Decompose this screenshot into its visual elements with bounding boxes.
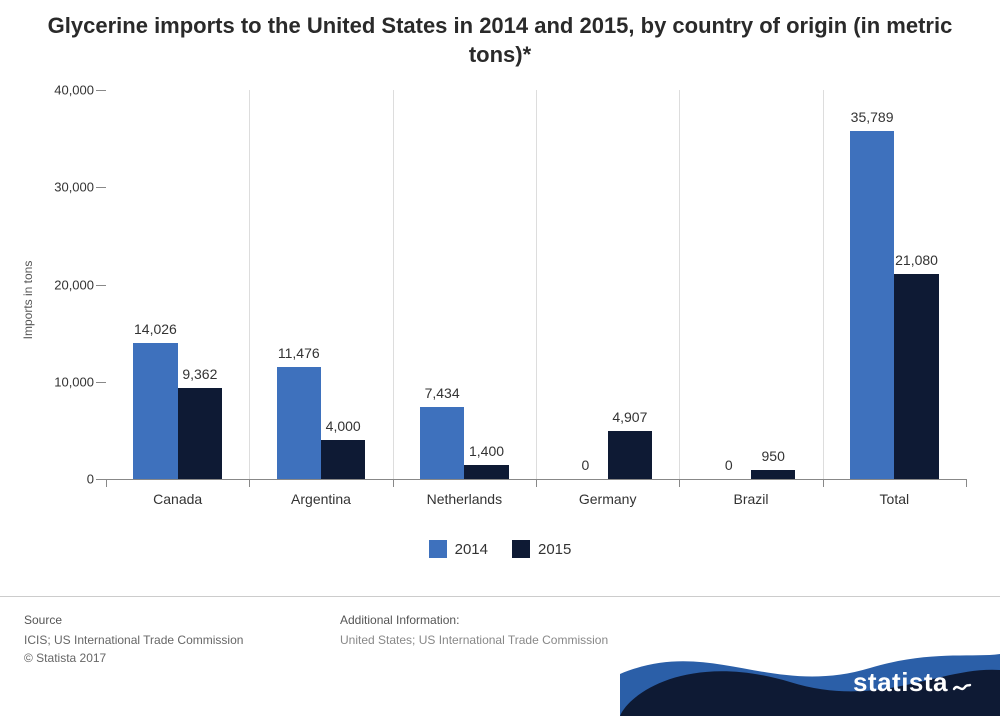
- bar: 9,362: [178, 388, 222, 479]
- source-header: Source: [24, 611, 243, 629]
- x-axis-label: Argentina: [291, 479, 351, 507]
- category-separator: [823, 90, 824, 479]
- bar: 1,400: [464, 465, 508, 479]
- x-tick: [393, 479, 394, 487]
- plot-area: 010,00020,00030,00040,000CanadaArgentina…: [106, 90, 966, 480]
- bar-value-label: 0: [582, 457, 590, 479]
- brand-wave: [620, 596, 1000, 716]
- x-tick: [536, 479, 537, 487]
- source-block: Source ICIS; US International Trade Comm…: [24, 611, 243, 667]
- chart-area: Imports in tons 010,00020,00030,00040,00…: [36, 90, 976, 510]
- x-tick: [823, 479, 824, 487]
- bar-value-label: 21,080: [895, 252, 938, 274]
- bar: 950: [751, 470, 795, 479]
- category-separator: [249, 90, 250, 479]
- footer: Source ICIS; US International Trade Comm…: [0, 596, 1000, 716]
- bar-value-label: 14,026: [134, 321, 177, 343]
- legend-swatch: [512, 540, 530, 558]
- bar-value-label: 4,000: [326, 418, 361, 440]
- bar-value-label: 35,789: [851, 109, 894, 131]
- x-axis-label: Canada: [153, 479, 202, 507]
- y-tick-label: 30,000: [54, 180, 106, 195]
- brand-logo: statista: [853, 667, 972, 698]
- bar-value-label: 7,434: [425, 385, 460, 407]
- bar-value-label: 4,907: [612, 409, 647, 431]
- bar-value-label: 1,400: [469, 443, 504, 465]
- y-axis-label: Imports in tons: [21, 261, 35, 340]
- source-line-2: © Statista 2017: [24, 649, 243, 667]
- bar: 4,000: [321, 440, 365, 479]
- bar: 21,080: [894, 274, 938, 479]
- brand-text: statista: [853, 667, 948, 698]
- x-axis-label: Germany: [579, 479, 637, 507]
- legend-item: 2014: [429, 540, 488, 558]
- x-tick: [679, 479, 680, 487]
- additional-info-block: Additional Information: United States; U…: [340, 611, 608, 649]
- x-tick: [249, 479, 250, 487]
- legend: 2014 2015: [0, 540, 1000, 562]
- bar: 14,026: [133, 343, 177, 479]
- legend-label: 2014: [455, 541, 488, 558]
- bar-value-label: 950: [762, 448, 785, 470]
- source-line-1: ICIS; US International Trade Commission: [24, 631, 243, 649]
- bar: 35,789: [850, 131, 894, 479]
- y-tick-label: 20,000: [54, 277, 106, 292]
- x-axis-label: Total: [880, 479, 910, 507]
- bar-value-label: 0: [725, 457, 733, 479]
- bar: 7,434: [420, 407, 464, 479]
- bar-value-label: 11,476: [278, 345, 320, 367]
- y-tick-label: 10,000: [54, 374, 106, 389]
- x-axis-label: Netherlands: [427, 479, 503, 507]
- chart-title: Glycerine imports to the United States i…: [0, 0, 1000, 69]
- bar-value-label: 9,362: [182, 366, 217, 388]
- bar: 4,907: [608, 431, 652, 479]
- legend-label: 2015: [538, 541, 571, 558]
- additional-info-line-1: United States; US International Trade Co…: [340, 631, 608, 649]
- x-tick: [966, 479, 967, 487]
- x-axis-label: Brazil: [733, 479, 768, 507]
- legend-item: 2015: [512, 540, 571, 558]
- bar: 11,476: [277, 367, 321, 479]
- y-tick-label: 0: [87, 472, 106, 487]
- category-separator: [679, 90, 680, 479]
- category-separator: [393, 90, 394, 479]
- x-tick: [106, 479, 107, 487]
- additional-info-header: Additional Information:: [340, 611, 608, 629]
- legend-swatch: [429, 540, 447, 558]
- y-tick-label: 40,000: [54, 83, 106, 98]
- category-separator: [536, 90, 537, 479]
- brand-wave-icon: [952, 673, 972, 693]
